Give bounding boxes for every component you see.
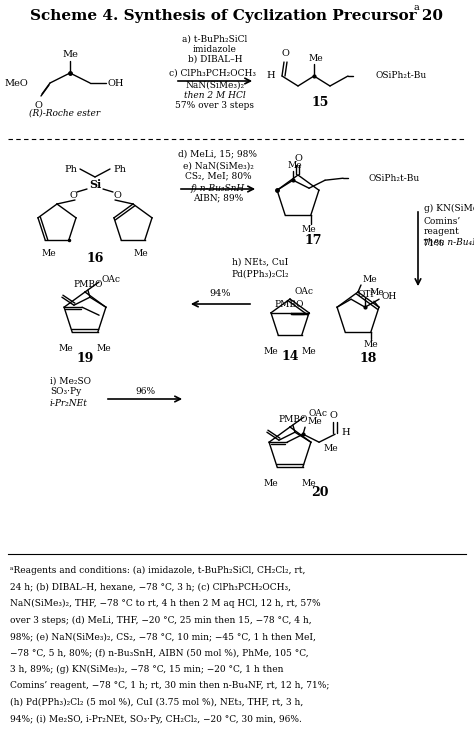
Text: O: O	[34, 101, 42, 110]
Text: O: O	[113, 192, 121, 201]
Text: O: O	[294, 154, 302, 163]
Text: CS₂, MeI; 80%: CS₂, MeI; 80%	[185, 172, 251, 181]
Text: Me: Me	[369, 288, 383, 297]
Text: 19: 19	[76, 351, 94, 365]
Text: Me: Me	[323, 444, 337, 453]
Text: Me: Me	[42, 249, 56, 258]
Text: 71%: 71%	[422, 240, 444, 249]
Text: d) MeLi, 15; 98%: d) MeLi, 15; 98%	[179, 150, 257, 159]
Text: PMBO: PMBO	[274, 300, 304, 309]
Text: then 2 M HCl: then 2 M HCl	[184, 91, 246, 100]
Text: 20: 20	[311, 487, 329, 500]
Text: Scheme 4. Synthesis of Cyclization Precursor 20: Scheme 4. Synthesis of Cyclization Precu…	[30, 9, 444, 23]
Text: i-Pr₂NEt: i-Pr₂NEt	[50, 398, 88, 407]
Text: Me: Me	[309, 54, 323, 63]
Text: OAc: OAc	[102, 274, 121, 284]
Text: then n-Bu₄NF: then n-Bu₄NF	[424, 238, 474, 247]
Text: MeO: MeO	[4, 79, 28, 88]
Text: O: O	[329, 411, 337, 420]
Text: 94%: 94%	[209, 290, 231, 299]
Text: Pd(PPh₃)₂Cl₂: Pd(PPh₃)₂Cl₂	[231, 270, 289, 279]
Text: i) Me₂SO: i) Me₂SO	[50, 377, 91, 386]
Text: 98%; (e) NaN(SiMe₃)₂, CS₂, −78 °C, 10 min; −45 °C, 1 h then MeI,: 98%; (e) NaN(SiMe₃)₂, CS₂, −78 °C, 10 mi…	[10, 632, 316, 641]
Text: 57% over 3 steps: 57% over 3 steps	[175, 100, 255, 109]
Text: NaN(SiMe₃)₂: NaN(SiMe₃)₂	[185, 80, 245, 89]
Text: 16: 16	[86, 252, 104, 264]
Text: Me: Me	[363, 275, 378, 284]
Text: H: H	[266, 71, 275, 80]
Text: b) DIBAL–H: b) DIBAL–H	[188, 55, 242, 64]
Text: OTf: OTf	[357, 290, 374, 299]
Text: 18: 18	[359, 351, 377, 365]
Text: OH: OH	[381, 291, 396, 300]
Text: NaN(SiMe₃)₂, THF, −78 °C to rt, 4 h then 2 M aq HCl, 12 h, rt, 57%: NaN(SiMe₃)₂, THF, −78 °C to rt, 4 h then…	[10, 599, 320, 608]
Text: Comins’ reagent, −78 °C, 1 h; rt, 30 min then n-Bu₄NF, rt, 12 h, 71%;: Comins’ reagent, −78 °C, 1 h; rt, 30 min…	[10, 682, 329, 691]
Text: OSiPh₂t-Bu: OSiPh₂t-Bu	[376, 71, 427, 80]
Text: (R)-Roche ester: (R)-Roche ester	[29, 109, 100, 118]
Text: over 3 steps; (d) MeLi, THF, −20 °C, 25 min then 15, −78 °C, 4 h,: over 3 steps; (d) MeLi, THF, −20 °C, 25 …	[10, 616, 311, 625]
Text: Me: Me	[58, 344, 73, 353]
Text: 17: 17	[304, 234, 322, 247]
Text: Me: Me	[62, 50, 78, 59]
Text: Me: Me	[134, 249, 148, 258]
Text: PMBO: PMBO	[278, 415, 308, 424]
Text: 14: 14	[281, 351, 299, 363]
Text: Si: Si	[89, 178, 101, 189]
Text: (h) Pd(PPh₃)₂Cl₂ (5 mol %), CuI (3.75 mol %), NEt₃, THF, rt, 3 h,: (h) Pd(PPh₃)₂Cl₂ (5 mol %), CuI (3.75 mo…	[10, 698, 303, 707]
Text: H: H	[341, 428, 350, 437]
Text: Me: Me	[264, 479, 278, 488]
Text: Me: Me	[307, 417, 322, 426]
Text: Me: Me	[264, 347, 278, 356]
Text: Ph: Ph	[113, 165, 126, 174]
Text: c) ClPh₃PCH₂OCH₃: c) ClPh₃PCH₂OCH₃	[170, 68, 256, 77]
Text: Me: Me	[302, 479, 317, 488]
Text: 15: 15	[311, 97, 328, 109]
Text: Me: Me	[97, 344, 111, 353]
Text: OH: OH	[108, 79, 125, 88]
Text: 96%: 96%	[135, 386, 155, 395]
Text: Me: Me	[288, 161, 302, 170]
Text: a) t-BuPh₂SiCl: a) t-BuPh₂SiCl	[182, 34, 247, 43]
Text: OAc: OAc	[295, 287, 314, 296]
Text: OAc: OAc	[309, 410, 328, 419]
Text: Ph: Ph	[64, 165, 77, 174]
Text: reagent: reagent	[424, 227, 460, 236]
Text: g) KN(SiMe₃)₂: g) KN(SiMe₃)₂	[424, 204, 474, 213]
Text: Comins’: Comins’	[424, 217, 461, 226]
Text: imidazole: imidazole	[193, 44, 237, 53]
Text: −78 °C, 5 h, 80%; (f) n-Bu₃SnH, AIBN (50 mol %), PhMe, 105 °C,: −78 °C, 5 h, 80%; (f) n-Bu₃SnH, AIBN (50…	[10, 649, 309, 658]
Text: O: O	[281, 49, 289, 58]
Text: Me: Me	[302, 347, 317, 356]
Text: h) NEt₃, CuI: h) NEt₃, CuI	[232, 258, 288, 267]
Text: O: O	[69, 192, 77, 201]
Text: 94%; (i) Me₂SO, i-Pr₂NEt, SO₃·Py, CH₂Cl₂, −20 °C, 30 min, 96%.: 94%; (i) Me₂SO, i-Pr₂NEt, SO₃·Py, CH₂Cl₂…	[10, 715, 302, 724]
Text: OSiPh₂t-Bu: OSiPh₂t-Bu	[368, 174, 419, 183]
Text: Me: Me	[364, 340, 378, 349]
Text: f) n-Bu₃SnH: f) n-Bu₃SnH	[191, 184, 245, 192]
Text: ᵃReagents and conditions: (a) imidazole, t-BuPh₂SiCl, CH₂Cl₂, rt,: ᵃReagents and conditions: (a) imidazole,…	[10, 566, 305, 575]
Text: SO₃·Py: SO₃·Py	[50, 387, 81, 396]
Text: e) NaN(SiMe₃)₂: e) NaN(SiMe₃)₂	[182, 162, 254, 171]
Text: 3 h, 89%; (g) KN(SiMe₃)₂, −78 °C, 15 min; −20 °C, 1 h then: 3 h, 89%; (g) KN(SiMe₃)₂, −78 °C, 15 min…	[10, 665, 283, 674]
Text: a: a	[414, 3, 420, 12]
Text: Me: Me	[301, 225, 316, 234]
Text: 24 h; (b) DIBAL–H, hexane, −78 °C, 3 h; (c) ClPh₃PCH₂OCH₃,: 24 h; (b) DIBAL–H, hexane, −78 °C, 3 h; …	[10, 583, 291, 592]
Text: PMBO: PMBO	[73, 280, 103, 289]
Text: AIBN; 89%: AIBN; 89%	[193, 193, 243, 202]
